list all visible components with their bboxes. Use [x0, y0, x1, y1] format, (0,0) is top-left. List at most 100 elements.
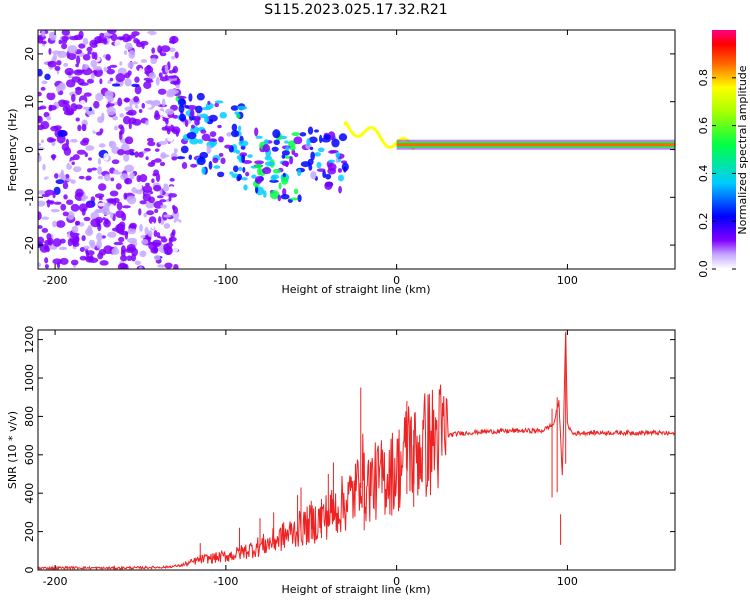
spectrogram-cell: [119, 113, 124, 118]
spectrogram-cell: [48, 104, 57, 111]
colorbar-tick-label: 0.4: [697, 165, 710, 183]
spectrogram-cell: [254, 160, 264, 165]
spectrogram-cell: [58, 39, 63, 45]
spectrogram-cell: [157, 88, 167, 95]
spectrogram-cell: [152, 173, 157, 177]
spectrogram-carrier-onset: [385, 144, 389, 149]
spectrogram-cell: [290, 197, 299, 201]
spectrogram-cell: [151, 221, 155, 230]
spectrogram-cell: [40, 86, 46, 91]
spectrogram-cell: [60, 169, 64, 177]
spectrogram-carrier-onset: [364, 127, 369, 132]
spectrogram-cell: [280, 193, 290, 200]
spectrogram-cell: [80, 139, 89, 146]
spectrogram-cell: [154, 148, 160, 152]
spectrogram-cell: [272, 129, 281, 139]
spectrogram-cell: [124, 136, 134, 145]
spectrogram-cell: [132, 118, 142, 126]
spectrogram-cell: [186, 131, 197, 140]
spectrogram-cell: [239, 152, 248, 157]
spectrogram-cell: [269, 179, 279, 183]
spectrogram-cell: [190, 109, 195, 118]
spectrogram-cell: [69, 35, 79, 41]
spectrogram-cell: [45, 200, 55, 204]
spectrogram-cell: [71, 76, 81, 83]
spectrogram-x-tick-label: -100: [213, 274, 238, 287]
spectrogram-cell: [38, 68, 43, 77]
colorbar-tick-label: 0.6: [697, 117, 710, 135]
snr-y-tick-label: 1200: [23, 326, 36, 354]
spectrogram-cell: [99, 78, 103, 85]
spectrogram-cell: [61, 35, 69, 42]
spectrogram-carrier-onset: [358, 134, 362, 138]
spectrogram-cell: [319, 134, 323, 144]
spectrogram-cell: [88, 157, 92, 161]
spectrogram-cell: [95, 92, 104, 102]
spectrogram-cell: [314, 129, 319, 133]
spectrogram-cell: [107, 30, 117, 34]
spectrogram-cell: [199, 151, 209, 159]
spectrogram-cell: [38, 154, 42, 163]
snr-x-tick-label: 100: [557, 575, 578, 588]
spectrogram-cell: [134, 260, 141, 266]
snr-y-tick-label: 200: [23, 521, 36, 542]
spectrogram-cell: [230, 130, 240, 138]
spectrogram-cell: [78, 203, 88, 213]
spectrogram-cell: [65, 178, 72, 182]
spectrogram-cell: [174, 221, 181, 228]
spectrogram-cell: [159, 161, 166, 167]
spectrogram-cell: [139, 223, 143, 232]
spectrogram-cell: [82, 245, 90, 250]
spectrogram-y-ticks: -20 -10 0 10 20: [23, 47, 675, 254]
spectrogram-cell: [145, 79, 154, 83]
spectrogram-cell: [123, 150, 134, 155]
spectrogram-carrier-onset: [373, 127, 378, 132]
spectrogram-cell: [152, 101, 161, 107]
spectrogram-cell: [124, 164, 135, 173]
spectrogram-cell: [101, 59, 109, 65]
spectrogram-cell: [159, 76, 168, 82]
spectrogram-cell: [117, 97, 123, 107]
spectrogram-cell: [41, 80, 48, 85]
spectrogram-cell: [93, 68, 104, 77]
spectrogram-cell: [96, 232, 103, 242]
spectrogram-carrier-onset: [404, 137, 408, 141]
spectrogram-cell: [120, 249, 126, 257]
spectrogram-cell: [163, 223, 171, 229]
spectrogram-cell: [123, 97, 131, 103]
spectrogram-cell: [196, 92, 205, 101]
spectrogram-cell: [219, 111, 227, 119]
spectrogram-cell: [263, 139, 269, 144]
spectrogram-cell: [238, 166, 243, 172]
spectrogram-cell: [324, 181, 333, 190]
spectrogram-cell: [103, 67, 108, 72]
spectrogram-cell: [293, 188, 299, 195]
spectrogram-cell: [134, 151, 139, 158]
spectrogram-cell: [216, 171, 225, 178]
spectrogram-cell: [165, 108, 175, 115]
spectrogram-cell: [309, 146, 314, 151]
spectrogram-cell: [306, 138, 311, 146]
spectrogram-cell: [83, 92, 92, 97]
spectrogram-cell: [38, 106, 43, 111]
spectrogram-cell: [153, 230, 158, 238]
spectrogram-cell: [38, 225, 43, 229]
spectrogram-carrier-onset: [392, 143, 396, 148]
spectrogram-cell: [52, 238, 62, 247]
spectrogram-cell: [90, 72, 95, 80]
spectrogram-cell: [55, 179, 65, 185]
spectrogram-cell: [272, 168, 281, 174]
spectrogram-cell: [79, 246, 85, 253]
spectrogram-cell: [177, 95, 187, 100]
spectrogram-y-tick-label: -20: [23, 236, 36, 254]
spectrogram-cell: [328, 159, 336, 163]
spectrogram-cell: [213, 165, 221, 169]
spectrogram-cell: [153, 184, 162, 192]
spectrogram-cell: [114, 39, 122, 48]
spectrogram-cell: [98, 143, 106, 148]
snr-y-tick-label: 1000: [23, 364, 36, 392]
spectrogram-cell: [238, 125, 242, 132]
spectrogram-cell: [83, 216, 91, 222]
spectrogram-cell: [171, 126, 181, 135]
spectrogram-cell: [164, 246, 173, 256]
